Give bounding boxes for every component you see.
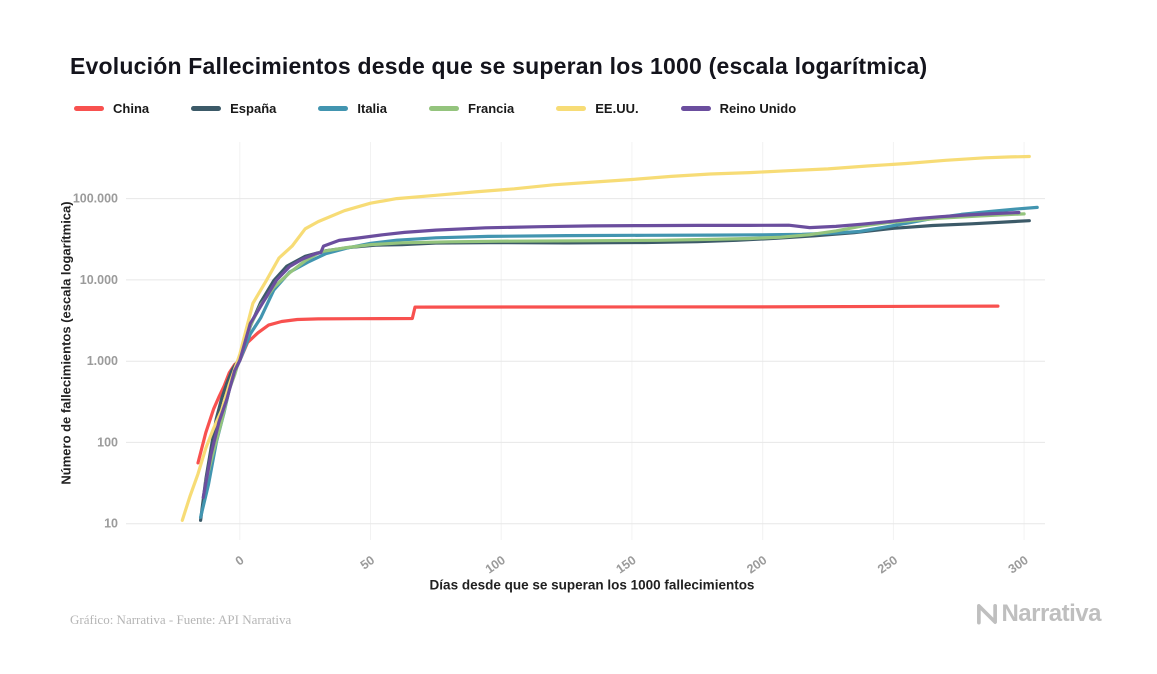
legend-swatch-icon: [74, 106, 104, 111]
x-tick-label: 250: [875, 553, 900, 576]
legend-swatch-icon: [556, 106, 587, 111]
y-tick-label: 100.000: [73, 192, 118, 206]
series-line-espa-a: [199, 219, 1031, 522]
legend-label: Italia: [357, 101, 387, 116]
y-axis-title: Número de fallecimientos (escala logarít…: [58, 201, 74, 485]
series-line-italia: [199, 205, 1039, 519]
x-axis-title: Días desde que se superan los 1000 falle…: [429, 577, 755, 593]
legend-item-reino-unido[interactable]: Reino Unido: [680, 101, 797, 116]
series-line-china: [196, 304, 1000, 465]
narrativa-brand: Narrativa: [974, 600, 1101, 628]
chart-legend: China España Italia Francia EE.UU. Reino…: [74, 101, 796, 116]
y-tick-label: 1.000: [87, 354, 118, 368]
x-tick-label: 50: [358, 553, 377, 572]
legend-swatch-icon: [191, 106, 222, 111]
legend-swatch-icon: [429, 106, 459, 111]
legend-item-italia[interactable]: Italia: [318, 101, 387, 116]
legend-item-espana[interactable]: España: [191, 101, 276, 116]
x-tick-label: 150: [614, 553, 639, 576]
legend-item-eeuu[interactable]: EE.UU.: [556, 101, 639, 116]
narrativa-logo-icon: [977, 604, 998, 625]
legend-item-china[interactable]: China: [74, 101, 149, 116]
series-line-reino-unido: [201, 210, 1021, 500]
x-tick-label: 100: [483, 553, 508, 576]
y-tick-label: 10.000: [80, 273, 118, 287]
y-tick-label: 100: [97, 435, 118, 449]
legend-label: Reino Unido: [719, 101, 797, 116]
legend-item-francia[interactable]: Francia: [429, 101, 514, 116]
x-tick-label: 300: [1006, 553, 1031, 576]
legend-label: Francia: [468, 101, 515, 116]
legend-swatch-icon: [680, 106, 711, 111]
legend-label: China: [113, 101, 150, 116]
y-tick-label: 10: [104, 517, 118, 531]
legend-label: España: [230, 101, 277, 116]
source-credit: Gráfico: Narrativa - Fuente: API Narrati…: [70, 612, 292, 627]
x-tick-label: 200: [744, 553, 769, 576]
brand-name: Narrativa: [1001, 600, 1101, 627]
legend-swatch-icon: [318, 106, 349, 111]
chart-title: Evolución Fallecimientos desde que se su…: [70, 53, 928, 80]
legend-label: EE.UU.: [595, 101, 639, 116]
series-line-ee-uu: [180, 154, 1031, 522]
x-tick-label: 0: [233, 553, 247, 568]
